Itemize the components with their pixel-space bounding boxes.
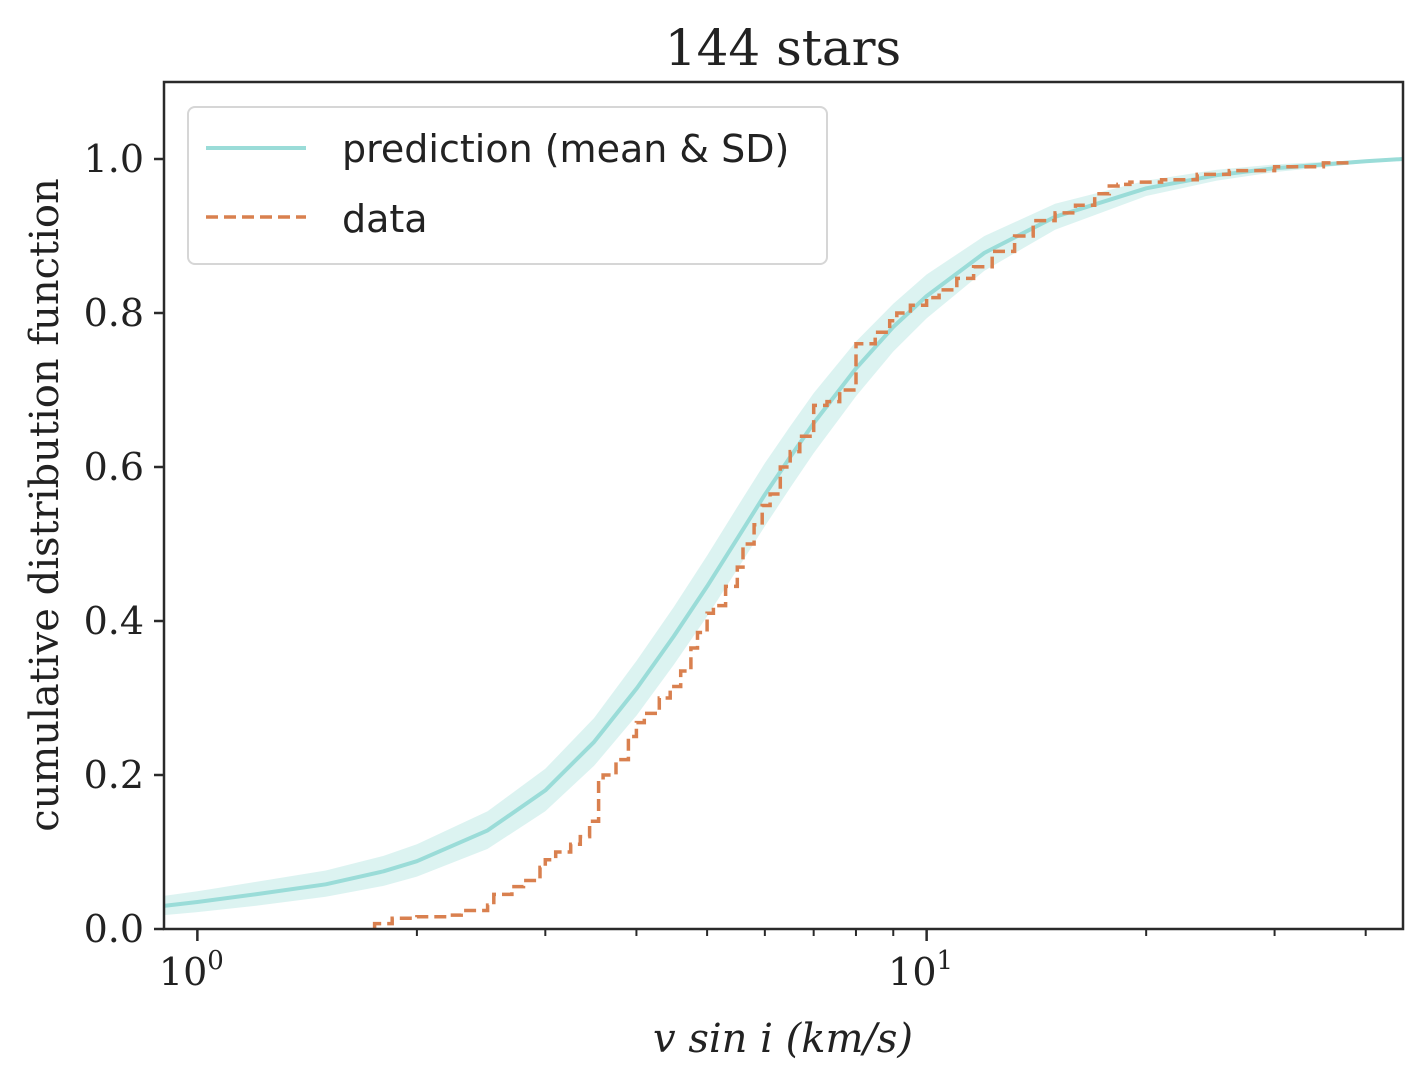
y-tick-label: 0.8 bbox=[84, 291, 144, 335]
prediction-sd-band-layer bbox=[164, 159, 1403, 916]
prediction-sd-band bbox=[164, 159, 1403, 916]
prediction-mean-line bbox=[163, 157, 1404, 908]
legend-box bbox=[187, 106, 828, 265]
x-tick-label: 101 bbox=[888, 946, 953, 994]
data-step-line bbox=[372, 159, 1352, 929]
plot-area bbox=[163, 157, 1404, 929]
plot-frame bbox=[162, 80, 1405, 931]
y-tick-label: 0.4 bbox=[84, 599, 144, 643]
y-axis-label: cumulative distribution function bbox=[22, 178, 68, 832]
legend-label-prediction: prediction (mean & SD) bbox=[342, 127, 789, 171]
legend: prediction (mean & SD) data bbox=[187, 106, 828, 265]
y-tick-label: 0.6 bbox=[84, 445, 144, 489]
x-axis-label: v sin i (km/s) bbox=[653, 1016, 913, 1062]
y-tick-label: 0.2 bbox=[84, 753, 144, 797]
y-tick-label: 0.0 bbox=[84, 907, 144, 951]
y-tick-label: 1.0 bbox=[84, 137, 144, 181]
y-axis: 0.0 0.2 0.4 0.6 0.8 1.0 bbox=[84, 137, 164, 951]
legend-label-data: data bbox=[342, 197, 428, 241]
series-lines-layer bbox=[163, 157, 1404, 929]
chart-title: 144 stars bbox=[665, 19, 901, 77]
x-axis: 100 101 bbox=[159, 929, 1367, 994]
x-tick-label: 100 bbox=[159, 946, 224, 994]
